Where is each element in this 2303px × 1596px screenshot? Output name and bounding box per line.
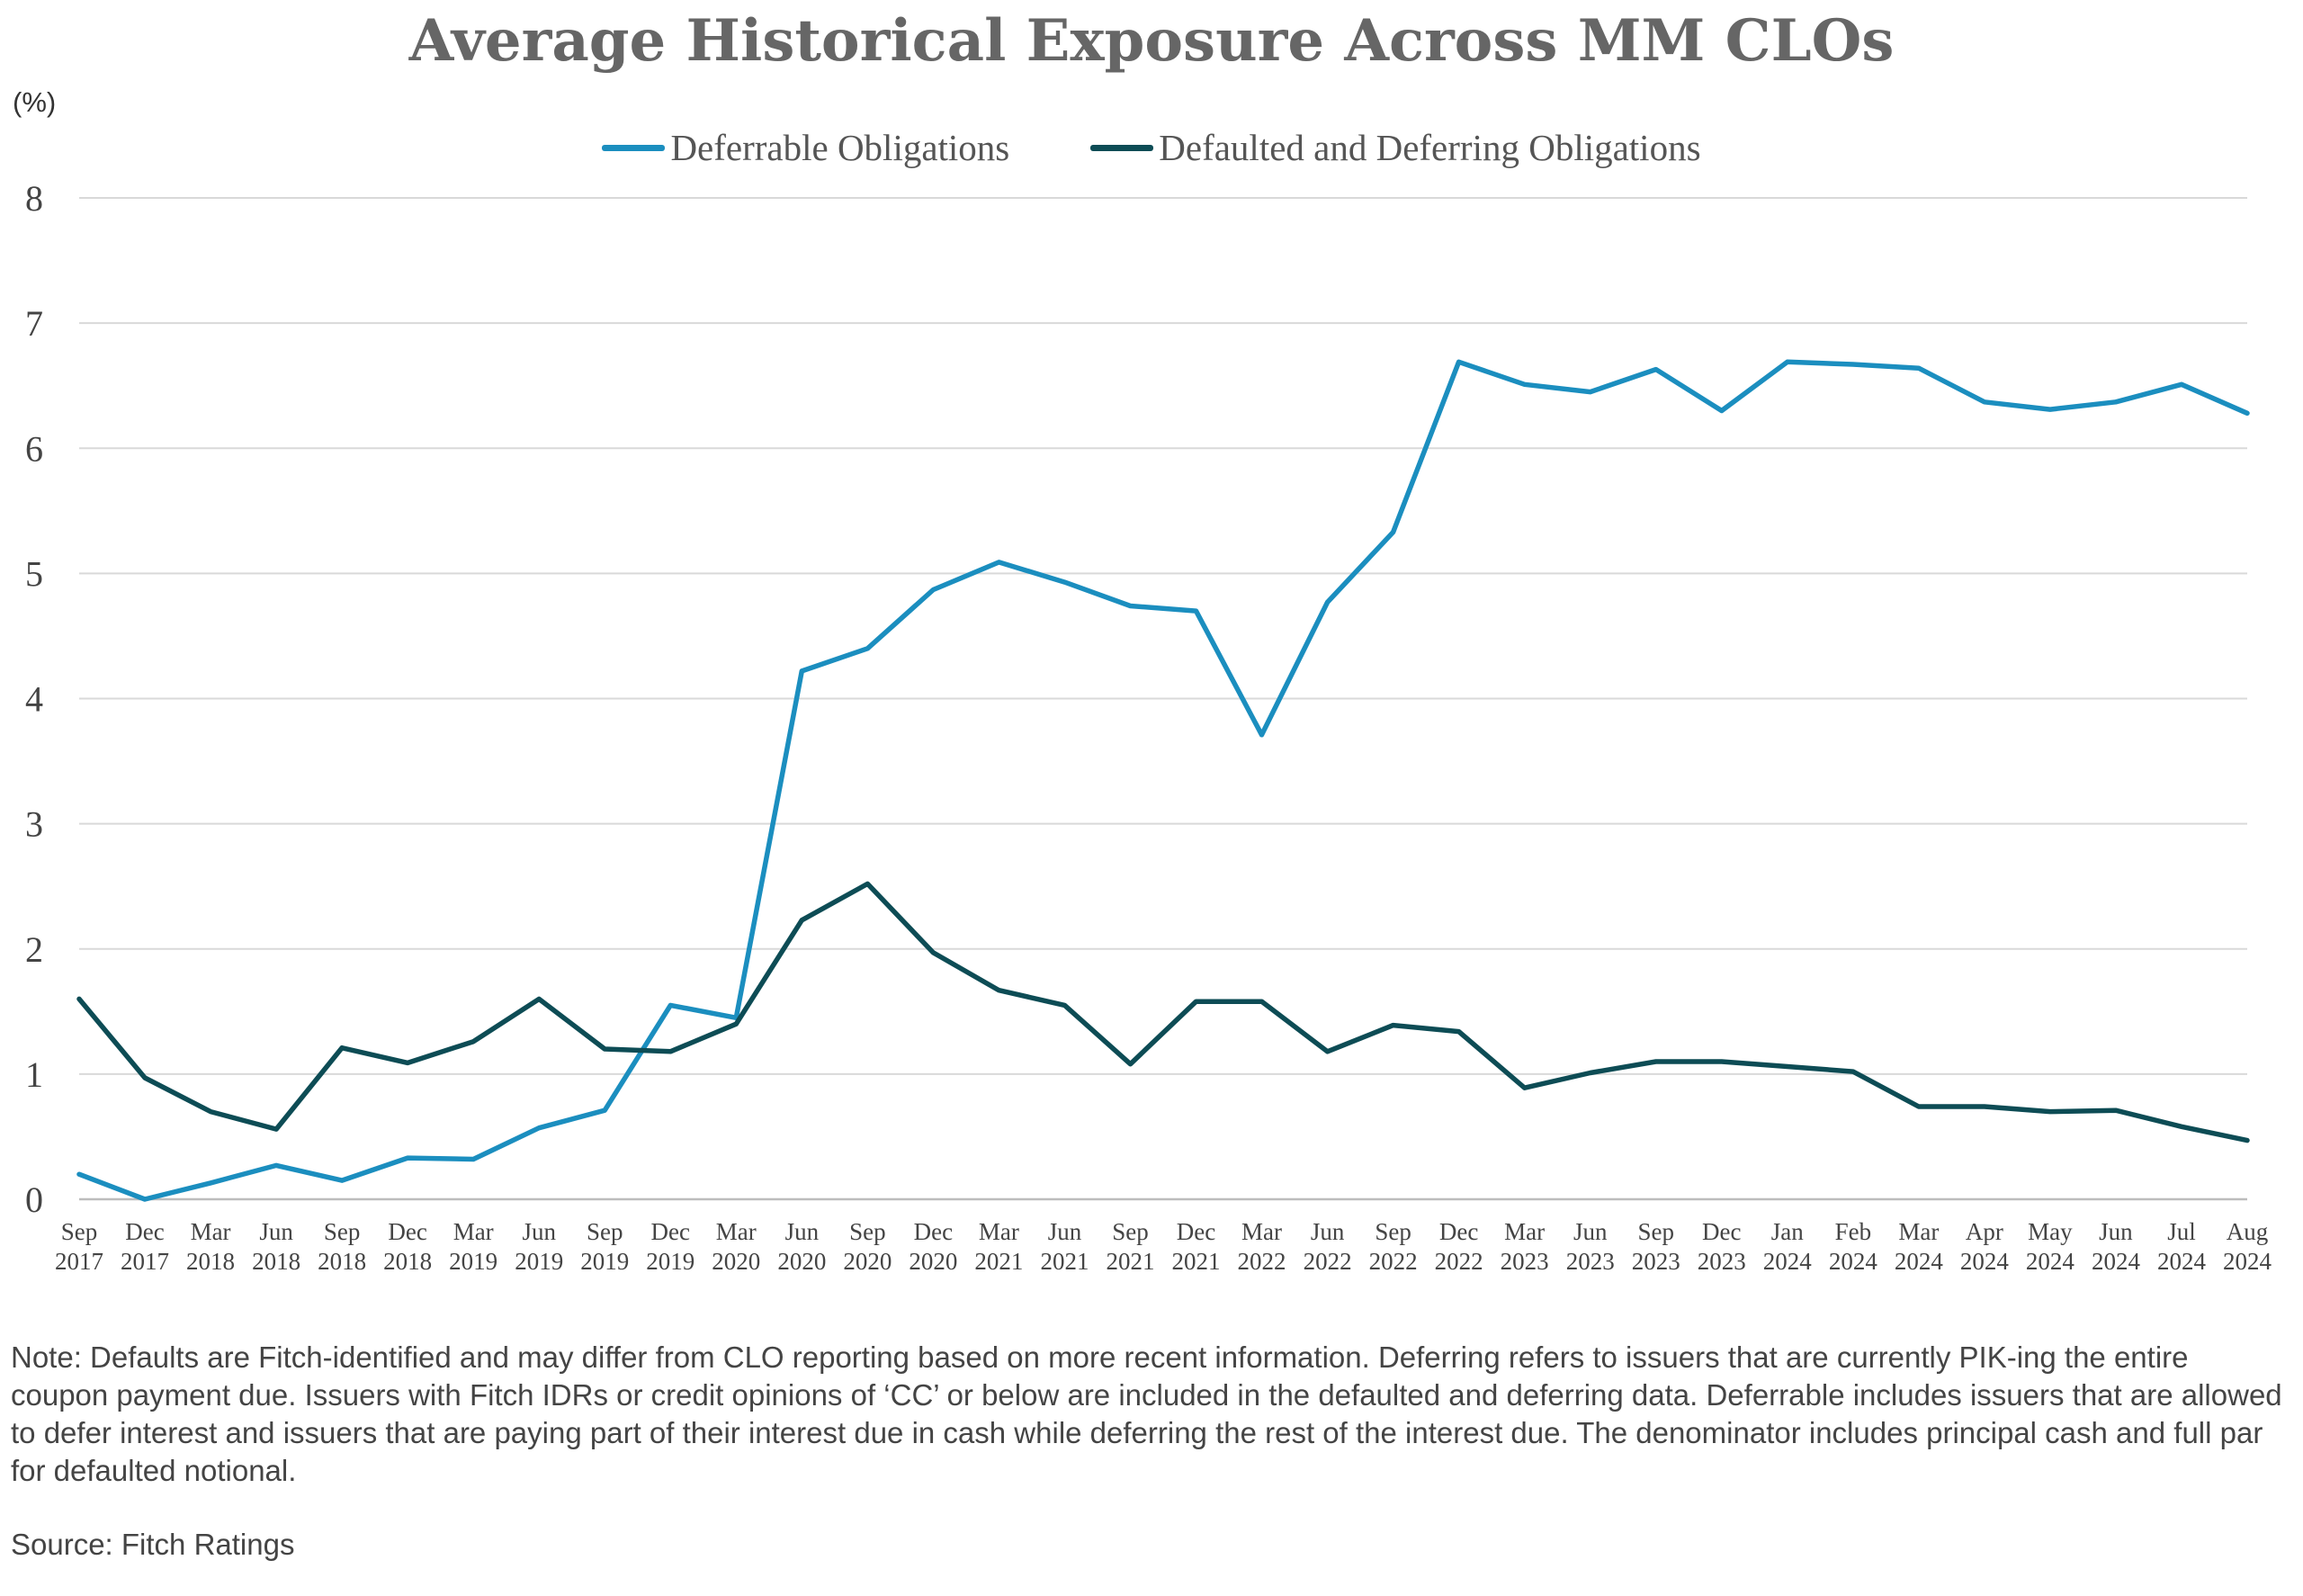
x-tick-label: Mar 2018 bbox=[186, 1218, 235, 1275]
x-tick-label: Jun 2018 bbox=[252, 1218, 300, 1275]
x-tick-label: Jun 2019 bbox=[515, 1218, 563, 1275]
y-tick-label: 5 bbox=[25, 553, 43, 594]
y-tick-label: 1 bbox=[25, 1054, 43, 1095]
legend-swatch-deferrable bbox=[602, 144, 666, 151]
y-tick-label: 8 bbox=[25, 178, 43, 219]
y-tick-label: 3 bbox=[25, 804, 43, 845]
x-tick-label: Sep 2017 bbox=[55, 1218, 103, 1275]
y-tick-label: 2 bbox=[25, 929, 43, 970]
y-tick-label: 4 bbox=[25, 679, 43, 720]
x-tick-label: Mar 2020 bbox=[712, 1218, 760, 1275]
x-tick-label: Mar 2021 bbox=[974, 1218, 1023, 1275]
legend-swatch-defaulted bbox=[1090, 144, 1154, 151]
x-tick-label: Dec 2020 bbox=[909, 1218, 957, 1275]
y-tick-label: 7 bbox=[25, 303, 43, 344]
x-tick-label: Jun 2020 bbox=[777, 1218, 826, 1275]
x-tick-label: Sep 2021 bbox=[1106, 1218, 1154, 1275]
legend-label-defaulted: Defaulted and Deferring Obligations bbox=[1159, 127, 1701, 168]
x-tick-label: Jul 2024 bbox=[2157, 1218, 2207, 1275]
chart-note: Note: Defaults are Fitch-identified and … bbox=[11, 1340, 2282, 1487]
chart-source: Source: Fitch Ratings bbox=[11, 1528, 295, 1561]
line-chart: 0 1 2 3 4 5 6 7 8 Sep 2017 Dec 2017 Mar 2018 Jun 2018 Sep… bbox=[25, 178, 2272, 1275]
x-tick-label: Apr 2024 bbox=[1960, 1218, 2010, 1275]
series-line-defaulted bbox=[76, 881, 2250, 1143]
x-tick-label: Sep 2020 bbox=[843, 1218, 892, 1275]
x-tick-label: Sep 2018 bbox=[318, 1218, 366, 1275]
legend-item-deferrable: Deferrable Obligations bbox=[602, 126, 1009, 169]
chart-title: Average Historical Exposure Across MM CL… bbox=[408, 7, 1895, 75]
x-tick-label: Jun 2022 bbox=[1304, 1218, 1352, 1275]
chart-legend: Deferrable Obligations Defaulted and Def… bbox=[0, 126, 2303, 169]
x-tick-label: Jan 2024 bbox=[1763, 1218, 1813, 1275]
x-tick-label: Dec 2022 bbox=[1435, 1218, 1483, 1275]
legend-item-defaulted: Defaulted and Deferring Obligations bbox=[1090, 126, 1701, 169]
x-tick-label: Sep 2022 bbox=[1369, 1218, 1418, 1275]
x-tick-label: Sep 2019 bbox=[580, 1218, 629, 1275]
x-tick-label: Dec 2023 bbox=[1698, 1218, 1746, 1275]
legend-label-deferrable: Deferrable Obligations bbox=[670, 127, 1010, 168]
y-axis-unit-label: (%) bbox=[13, 86, 57, 118]
x-tick-label: Dec 2018 bbox=[383, 1218, 432, 1275]
x-tick-label: Sep 2023 bbox=[1632, 1218, 1680, 1275]
x-tick-label: Mar 2024 bbox=[1895, 1218, 1944, 1275]
x-tick-label: Mar 2019 bbox=[449, 1218, 497, 1275]
x-tick-label: May 2024 bbox=[2026, 1218, 2075, 1275]
x-tick-label: Dec 2017 bbox=[121, 1218, 169, 1275]
x-tick-label: Jun 2024 bbox=[2092, 1218, 2141, 1275]
y-tick-label: 6 bbox=[25, 428, 43, 469]
x-tick-label: Aug 2024 bbox=[2223, 1218, 2272, 1275]
x-tick-label: Mar 2023 bbox=[1501, 1218, 1549, 1275]
x-tick-label: Dec 2021 bbox=[1172, 1218, 1221, 1275]
y-tick-label: 0 bbox=[25, 1179, 43, 1220]
x-tick-label: Jun 2023 bbox=[1566, 1218, 1615, 1275]
x-tick-label: Feb 2024 bbox=[1829, 1218, 1878, 1275]
x-tick-label: Dec 2019 bbox=[646, 1218, 694, 1275]
x-tick-label: Jun 2021 bbox=[1040, 1218, 1089, 1275]
series-line-deferrable bbox=[76, 359, 2250, 1202]
x-tick-label: Mar 2022 bbox=[1238, 1218, 1286, 1275]
